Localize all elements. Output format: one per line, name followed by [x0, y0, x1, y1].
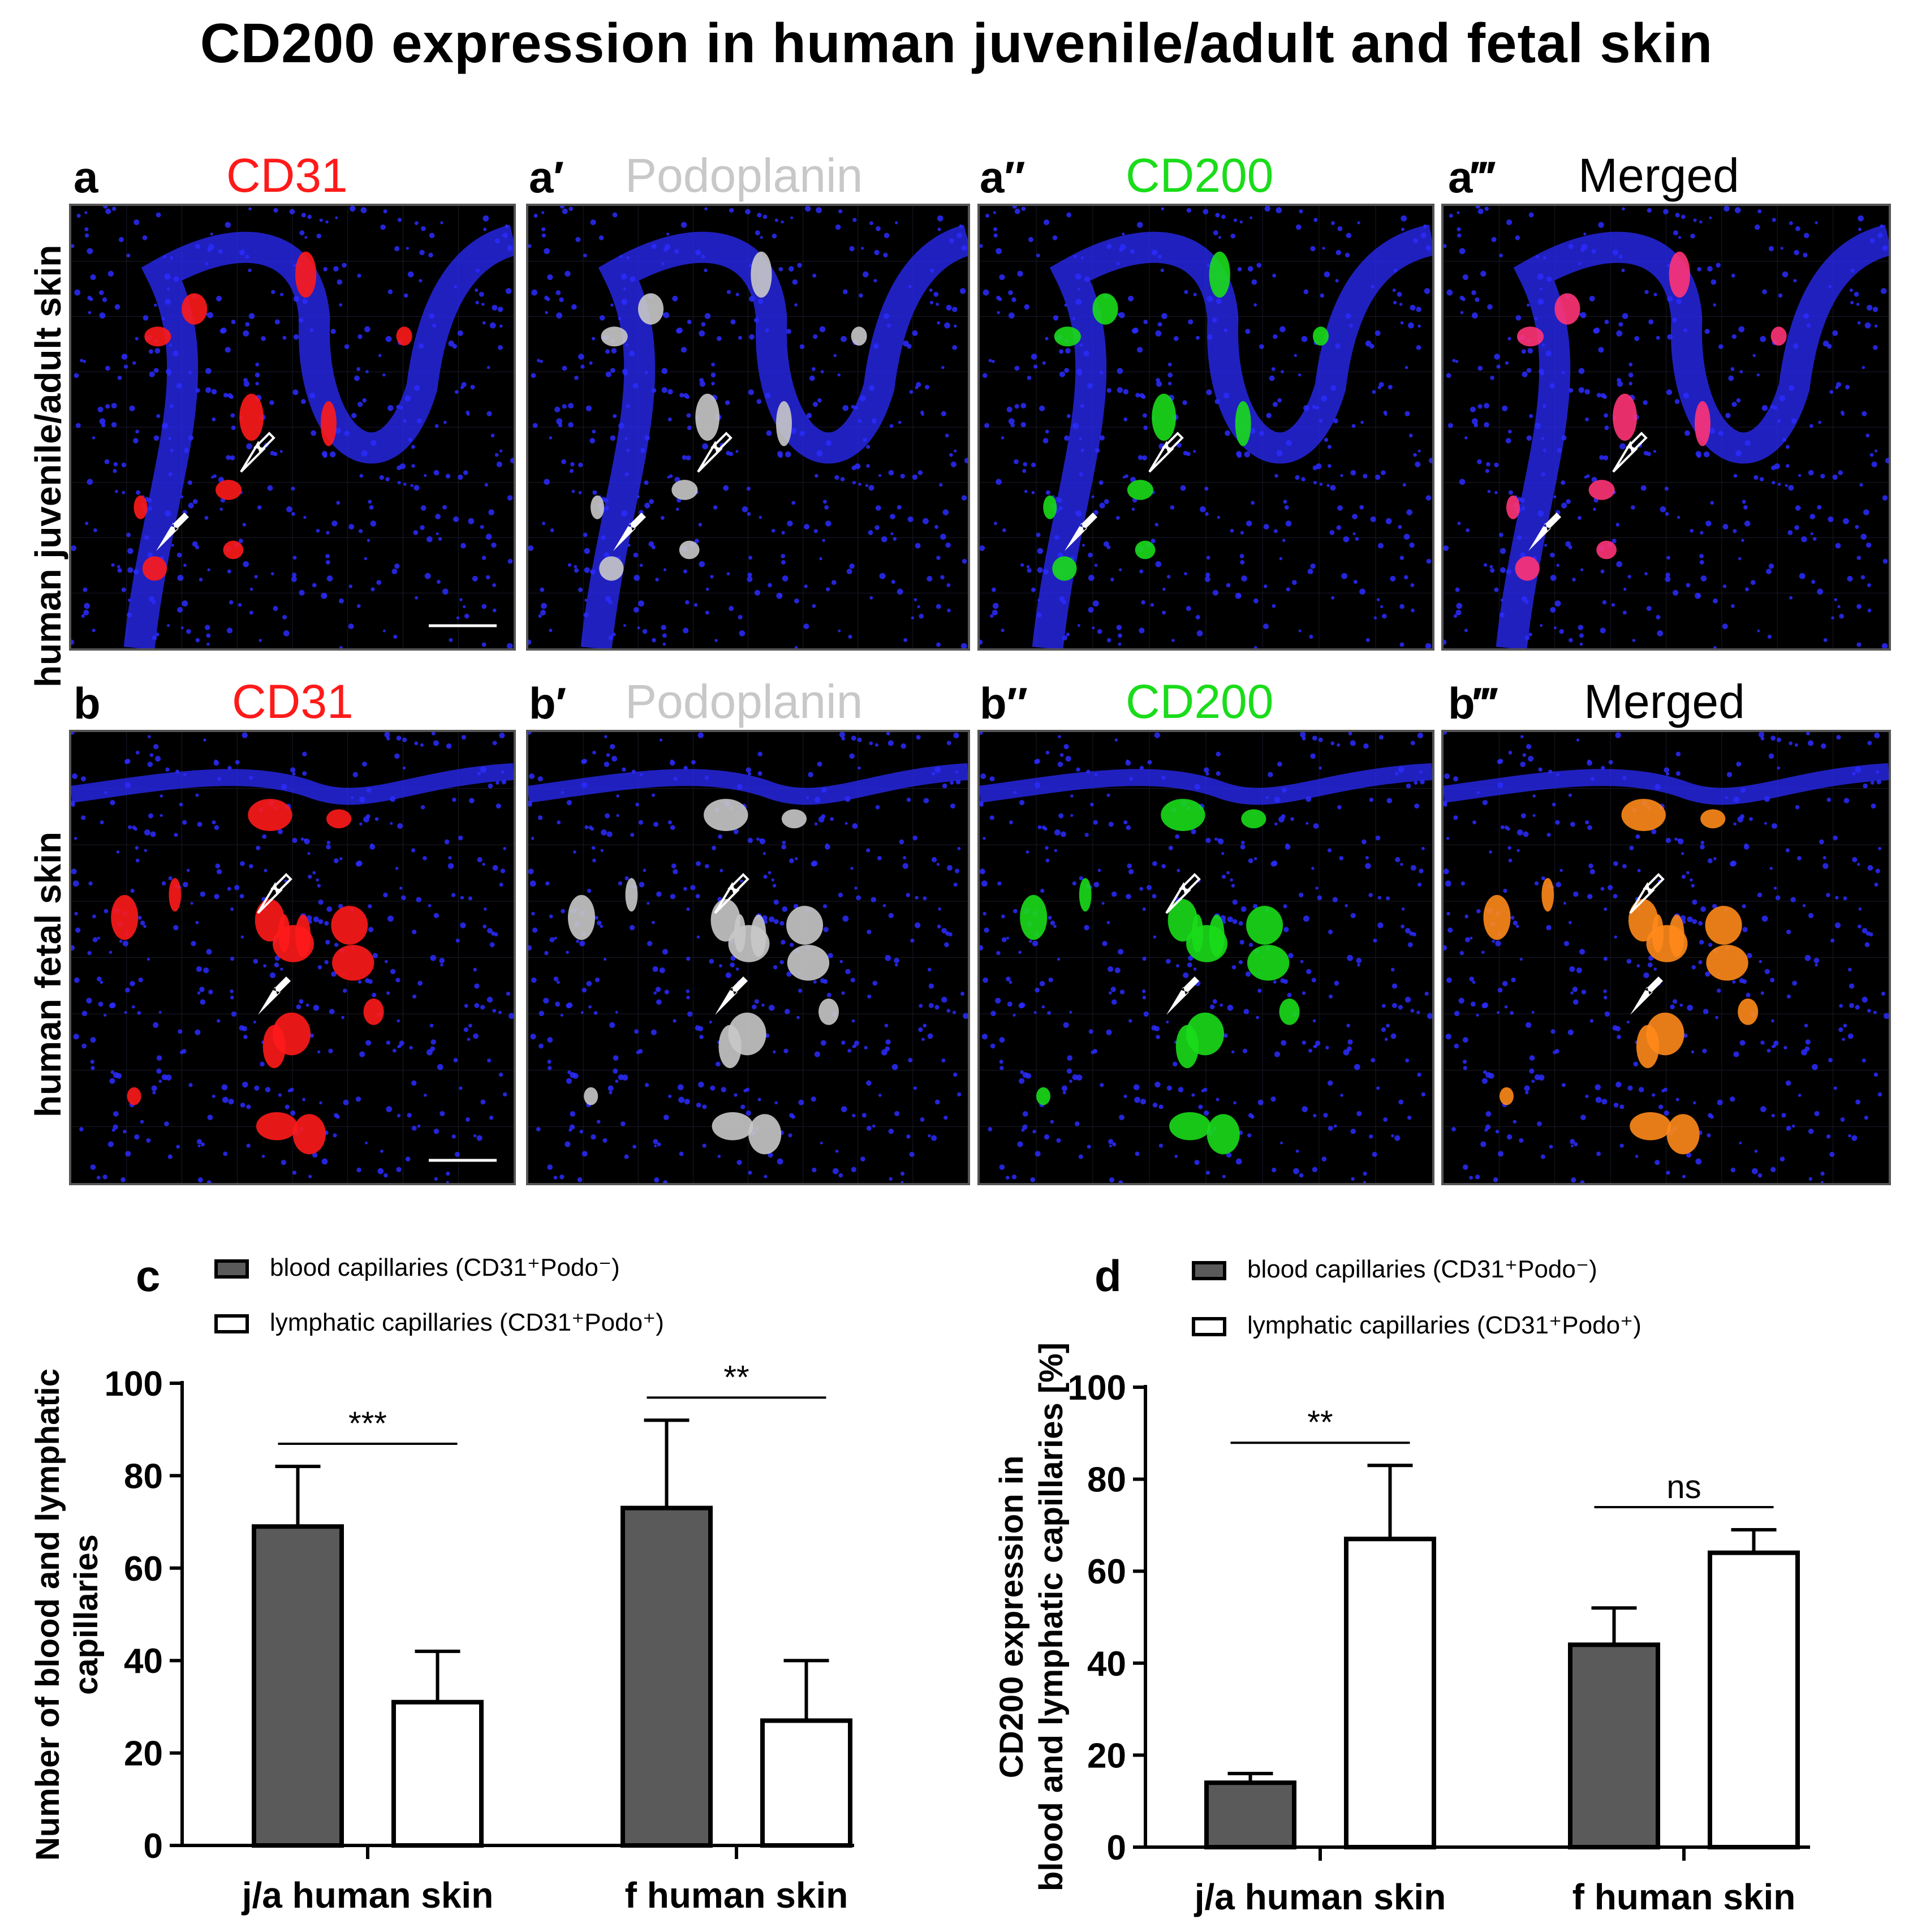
panel-name-a: CD31 — [226, 149, 348, 202]
panel-name-a-double-prime: CD200 — [1126, 149, 1274, 202]
chart-c-bar — [252, 1524, 344, 1848]
chart-d-significance-label: ** — [1307, 1404, 1333, 1441]
chart-letter-c: c — [136, 1251, 161, 1301]
panel-name-b: CD31 — [232, 675, 354, 728]
chart-c-ylabel-line: Number of blood and lymphatic — [29, 1369, 66, 1861]
micrograph-a-cd31-art — [71, 206, 514, 648]
micrograph-b-cd31-art — [71, 732, 514, 1183]
micrograph-a-podoplanin-art — [528, 206, 968, 648]
panel-letter-b-prime: b′ — [529, 678, 567, 728]
chart-d-significance-label: ns — [1666, 1469, 1701, 1505]
chart-d-ytick-label: 80 — [1087, 1461, 1126, 1500]
chart-c-category-label: f human skin — [625, 1875, 848, 1916]
micrograph-b-merged — [1441, 730, 1891, 1185]
chart-d-ylabel-line: blood and lymphatic capillaries [%] — [1033, 1342, 1070, 1891]
panel-letter-b-double-prime: b″ — [980, 678, 1028, 728]
chart-c-legend-swatch — [214, 1259, 249, 1279]
chart-d-bar — [1344, 1537, 1436, 1850]
micrograph-a-merged-art — [1444, 206, 1889, 648]
panel-letter-b-triple-prime: b‴ — [1448, 678, 1497, 728]
chart-d-legend-swatch — [1192, 1317, 1226, 1336]
micrograph-b-cd31 — [69, 730, 516, 1185]
chart-c-legend-swatch — [214, 1314, 249, 1333]
chart-letter-d: d — [1095, 1251, 1122, 1301]
micrograph-b-cd200-art — [980, 732, 1432, 1183]
panel-letter-a-double-prime: a″ — [980, 152, 1026, 202]
micrograph-b-cd200 — [977, 730, 1434, 1185]
chart-d-ylabel-line: CD200 expression in — [993, 1456, 1030, 1779]
chart-c-bar — [621, 1505, 713, 1848]
chart-c-ytick-label: 80 — [124, 1457, 163, 1496]
chart-c-legend-label: blood capillaries (CD31⁺Podo⁻) — [270, 1254, 620, 1281]
chart-d-ytick-label: 20 — [1087, 1736, 1126, 1775]
panel-name-b-double-prime: CD200 — [1126, 675, 1274, 728]
chart-c-category-label: j/a human skin — [242, 1875, 494, 1916]
chart-c-legend-label: lymphatic capillaries (CD31⁺Podo⁺) — [270, 1309, 664, 1336]
chart-c-ytick-label: 40 — [124, 1642, 163, 1681]
chart-d-ytick-label: 100 — [1068, 1369, 1126, 1408]
chart-c-bar — [760, 1718, 852, 1848]
panel-name-a-prime: Podoplanin — [625, 149, 863, 202]
chart-d-legend-label: lymphatic capillaries (CD31⁺Podo⁺) — [1247, 1311, 1641, 1339]
figure-title: CD200 expression in human juvenile/adult… — [200, 12, 1713, 74]
chart-d-legend-label: blood capillaries (CD31⁺Podo⁻) — [1247, 1255, 1597, 1283]
panel-name-a-triple-prime: Merged — [1578, 149, 1739, 202]
chart-c-ytick-label: 20 — [124, 1735, 163, 1774]
chart-d-category-label: j/a human skin — [1194, 1877, 1446, 1917]
micrograph-a-merged — [1441, 204, 1891, 651]
chart-d-ytick-label: 0 — [1107, 1828, 1126, 1868]
chart-d-ytick-label: 40 — [1087, 1645, 1126, 1684]
micrograph-a-cd200 — [977, 204, 1434, 651]
micrograph-a-cd200-art — [980, 206, 1432, 648]
chart-c-ytick-label: 100 — [105, 1365, 163, 1404]
chart-c-ylabel-line: capillaries — [68, 1534, 105, 1695]
micrograph-a-podoplanin — [526, 204, 970, 651]
panel-letter-a: a — [74, 152, 98, 202]
chart-d-category-label: f human skin — [1572, 1877, 1796, 1917]
micrograph-a-cd31 — [69, 204, 516, 651]
chart-d-legend-swatch — [1192, 1261, 1226, 1280]
chart-c-significance-label: ** — [723, 1359, 749, 1396]
chart-d-bar — [1568, 1642, 1660, 1850]
chart-c-ytick-label: 0 — [144, 1827, 163, 1866]
chart-d-bar — [1708, 1550, 1800, 1849]
micrograph-b-podoplanin — [526, 730, 970, 1185]
chart-c-significance-label: *** — [348, 1405, 387, 1442]
panel-name-b-prime: Podoplanin — [625, 675, 863, 728]
chart-c-ytick-label: 60 — [124, 1550, 163, 1589]
panel-name-b-triple-prime: Merged — [1584, 675, 1745, 728]
micrograph-b-merged-art — [1444, 732, 1889, 1183]
chart-c-bar — [391, 1699, 484, 1848]
chart-d-ytick-label: 60 — [1087, 1552, 1126, 1591]
panel-letter-b: b — [74, 678, 101, 728]
panel-letter-a-prime: a′ — [529, 152, 565, 202]
chart-d-bar — [1204, 1780, 1296, 1849]
panel-letter-a-triple-prime: a‴ — [1448, 152, 1494, 202]
micrograph-b-podoplanin-art — [528, 732, 968, 1183]
